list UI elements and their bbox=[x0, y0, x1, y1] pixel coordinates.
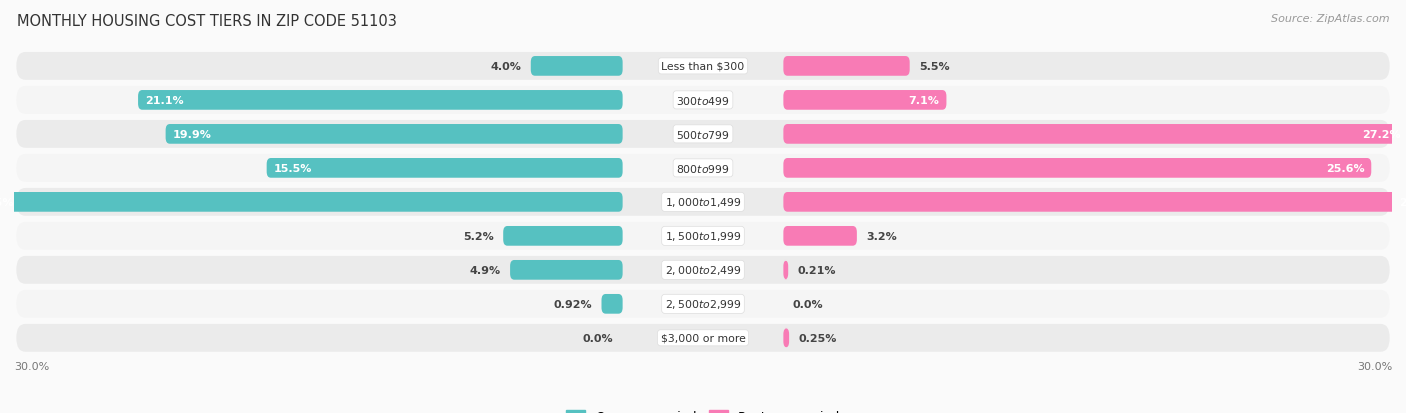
FancyBboxPatch shape bbox=[783, 260, 789, 280]
Text: 27.2%: 27.2% bbox=[1362, 130, 1402, 140]
FancyBboxPatch shape bbox=[531, 57, 623, 76]
Text: 5.5%: 5.5% bbox=[920, 62, 949, 72]
Text: 28.8%: 28.8% bbox=[1399, 197, 1406, 207]
Text: 0.92%: 0.92% bbox=[554, 299, 592, 309]
FancyBboxPatch shape bbox=[783, 328, 789, 348]
Text: $1,500 to $1,999: $1,500 to $1,999 bbox=[665, 230, 741, 243]
FancyBboxPatch shape bbox=[783, 192, 1406, 212]
Text: $500 to $799: $500 to $799 bbox=[676, 128, 730, 140]
FancyBboxPatch shape bbox=[17, 87, 1389, 114]
Text: 15.5%: 15.5% bbox=[274, 164, 312, 173]
Text: 21.1%: 21.1% bbox=[145, 96, 184, 106]
Text: 4.9%: 4.9% bbox=[470, 265, 501, 275]
FancyBboxPatch shape bbox=[783, 57, 910, 76]
FancyBboxPatch shape bbox=[17, 121, 1389, 148]
Text: $300 to $499: $300 to $499 bbox=[676, 95, 730, 107]
FancyBboxPatch shape bbox=[783, 91, 946, 110]
Text: $2,000 to $2,499: $2,000 to $2,499 bbox=[665, 264, 741, 277]
Text: 25.6%: 25.6% bbox=[1326, 164, 1364, 173]
FancyBboxPatch shape bbox=[510, 260, 623, 280]
Text: 28.5%: 28.5% bbox=[0, 197, 14, 207]
Text: 19.9%: 19.9% bbox=[173, 130, 211, 140]
Legend: Owner-occupied, Renter-occupied: Owner-occupied, Renter-occupied bbox=[561, 405, 845, 413]
Text: MONTHLY HOUSING COST TIERS IN ZIP CODE 51103: MONTHLY HOUSING COST TIERS IN ZIP CODE 5… bbox=[17, 14, 396, 29]
FancyBboxPatch shape bbox=[783, 159, 1371, 178]
Text: 30.0%: 30.0% bbox=[1357, 361, 1392, 371]
Text: $800 to $999: $800 to $999 bbox=[676, 162, 730, 174]
Text: $2,500 to $2,999: $2,500 to $2,999 bbox=[665, 298, 741, 311]
Text: 4.0%: 4.0% bbox=[491, 62, 522, 72]
FancyBboxPatch shape bbox=[17, 324, 1389, 352]
Text: 5.2%: 5.2% bbox=[463, 231, 494, 241]
Text: 0.0%: 0.0% bbox=[793, 299, 823, 309]
FancyBboxPatch shape bbox=[503, 226, 623, 246]
FancyBboxPatch shape bbox=[17, 290, 1389, 318]
Text: $3,000 or more: $3,000 or more bbox=[661, 333, 745, 343]
Text: 3.2%: 3.2% bbox=[866, 231, 897, 241]
FancyBboxPatch shape bbox=[17, 188, 1389, 216]
FancyBboxPatch shape bbox=[17, 222, 1389, 250]
Text: 7.1%: 7.1% bbox=[908, 96, 939, 106]
FancyBboxPatch shape bbox=[138, 91, 623, 110]
Text: Less than $300: Less than $300 bbox=[661, 62, 745, 72]
FancyBboxPatch shape bbox=[783, 226, 856, 246]
Text: 30.0%: 30.0% bbox=[14, 361, 49, 371]
FancyBboxPatch shape bbox=[0, 192, 623, 212]
Text: 0.0%: 0.0% bbox=[583, 333, 613, 343]
Text: 0.25%: 0.25% bbox=[799, 333, 837, 343]
Text: 0.21%: 0.21% bbox=[797, 265, 837, 275]
FancyBboxPatch shape bbox=[17, 53, 1389, 81]
Text: Source: ZipAtlas.com: Source: ZipAtlas.com bbox=[1271, 14, 1389, 24]
FancyBboxPatch shape bbox=[17, 256, 1389, 284]
FancyBboxPatch shape bbox=[267, 159, 623, 178]
Text: $1,000 to $1,499: $1,000 to $1,499 bbox=[665, 196, 741, 209]
FancyBboxPatch shape bbox=[602, 294, 623, 314]
FancyBboxPatch shape bbox=[17, 154, 1389, 183]
FancyBboxPatch shape bbox=[783, 125, 1406, 145]
FancyBboxPatch shape bbox=[166, 125, 623, 145]
